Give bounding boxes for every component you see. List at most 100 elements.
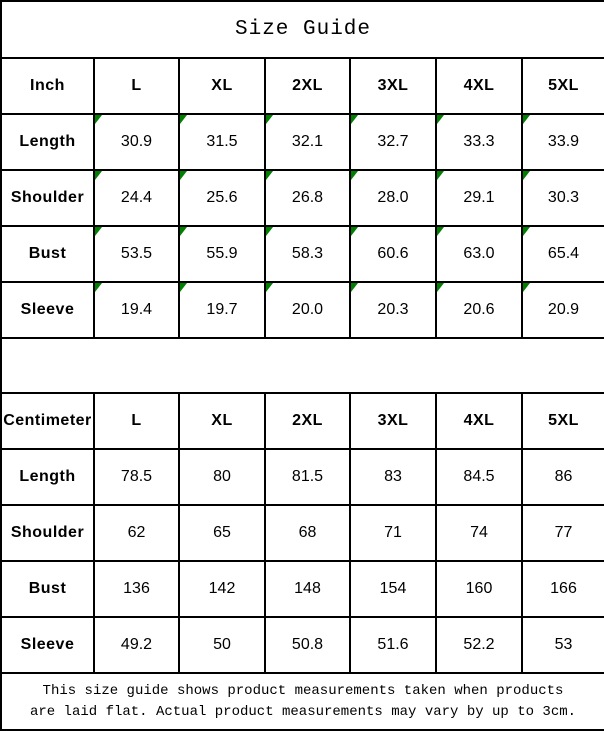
corner-marker-icon (524, 228, 530, 236)
corner-marker-icon (438, 116, 444, 124)
size-column-header: XL (178, 57, 266, 115)
table-row: Bust 53.5 55.9 58.3 60.6 63.0 65.4 (0, 225, 604, 283)
size-column-header: 3XL (349, 392, 437, 450)
corner-marker-icon (267, 284, 273, 292)
size-value-cell: 81.5 (264, 448, 351, 506)
size-value: 20.3 (377, 301, 409, 318)
size-column-header: 2XL (264, 57, 351, 115)
size-value: 28.0 (377, 189, 409, 206)
size-value: 58.3 (291, 245, 324, 262)
corner-marker-icon (352, 284, 358, 292)
corner-marker-icon (438, 284, 444, 292)
size-value-cell: 71 (349, 504, 437, 562)
size-value-cell: 20.9 (521, 281, 604, 339)
size-value: 160 (465, 580, 493, 597)
measurement-label: Length (0, 448, 95, 506)
corner-marker-icon (438, 228, 444, 236)
size-value-cell: 53 (521, 616, 604, 674)
table-row: Sleeve 49.2 50 50.8 51.6 52.2 53 (0, 616, 604, 674)
size-value-cell: 24.4 (93, 169, 180, 227)
spacer-section (0, 337, 604, 394)
size-value-cell: 74 (435, 504, 523, 562)
size-value: 52.2 (463, 636, 495, 653)
corner-marker-icon (352, 172, 358, 180)
measurement-label: Bust (0, 225, 95, 283)
size-value: 25.6 (206, 189, 238, 206)
centimeter-table-body: Centimeter L XL 2XL 3XL 4XL 5XL Length 78.5 80 81.… (0, 392, 604, 674)
size-value-cell: 86 (521, 448, 604, 506)
corner-marker-icon (96, 284, 102, 292)
size-value-cell: 60.6 (349, 225, 437, 283)
size-value-cell: 32.1 (264, 113, 351, 171)
size-value-cell: 83 (349, 448, 437, 506)
size-value: 63.0 (463, 245, 495, 262)
size-value: 84.5 (463, 468, 495, 485)
size-value: 50.8 (291, 636, 324, 653)
size-value: 166 (550, 580, 577, 597)
measurement-label: Shoulder (0, 504, 95, 562)
size-value: 20.0 (291, 301, 324, 318)
size-value-cell: 77 (521, 504, 604, 562)
size-value-cell: 20.0 (264, 281, 351, 339)
size-value-cell: 136 (93, 560, 180, 618)
size-value-cell: 58.3 (264, 225, 351, 283)
size-column-header: 3XL (349, 57, 437, 115)
footer-note-line-2: are laid flat. Actual product measuremen… (29, 703, 577, 720)
corner-marker-icon (267, 116, 273, 124)
corner-marker-icon (181, 116, 187, 124)
size-value-cell: 142 (178, 560, 266, 618)
measurement-label: Bust (0, 560, 95, 618)
size-value: 81.5 (291, 468, 324, 485)
size-value-cell: 65.4 (521, 225, 604, 283)
inch-table-body: Inch L XL 2XL 3XL 4XL 5XL Length 30.9 31.5 32.1 32.… (0, 57, 604, 339)
size-value-cell: 49.2 (93, 616, 180, 674)
size-value-cell: 53.5 (93, 225, 180, 283)
size-value: 78.5 (120, 468, 153, 485)
unit-header: Centimeter (0, 392, 95, 450)
header-row: Centimeter L XL 2XL 3XL 4XL 5XL (0, 392, 604, 450)
corner-marker-icon (181, 284, 187, 292)
size-value-cell: 20.6 (435, 281, 523, 339)
size-value: 33.3 (463, 133, 495, 150)
table-row: Bust 136 142 148 154 160 166 (0, 560, 604, 618)
size-value: 19.7 (206, 301, 238, 318)
spacer-row (0, 337, 604, 394)
page-title: Size Guide (0, 0, 604, 59)
size-column-header: 2XL (264, 392, 351, 450)
corner-marker-icon (352, 228, 358, 236)
table-row: Length 30.9 31.5 32.1 32.7 33.3 33.9 (0, 113, 604, 171)
size-value: 24.4 (120, 189, 153, 206)
size-value-cell: 148 (264, 560, 351, 618)
size-value: 71 (384, 524, 402, 541)
measurement-label: Shoulder (0, 169, 95, 227)
size-column-header: 5XL (521, 392, 604, 450)
size-column-header: L (93, 57, 180, 115)
size-value-cell: 28.0 (349, 169, 437, 227)
corner-marker-icon (181, 172, 187, 180)
corner-marker-icon (96, 172, 102, 180)
unit-header: Inch (0, 57, 95, 115)
size-value: 49.2 (120, 636, 153, 653)
spacer-cell (0, 337, 604, 394)
corner-marker-icon (181, 228, 187, 236)
size-value-cell: 19.4 (93, 281, 180, 339)
size-value: 62 (127, 524, 146, 541)
corner-marker-icon (352, 116, 358, 124)
size-value: 136 (123, 580, 150, 597)
size-value: 51.6 (377, 636, 409, 653)
size-value: 20.9 (547, 301, 580, 318)
footer-note-line-1: This size guide shows product measuremen… (42, 683, 564, 700)
size-value-cell: 68 (264, 504, 351, 562)
size-value: 19.4 (120, 301, 153, 318)
size-value: 86 (554, 468, 573, 485)
size-value: 20.6 (463, 301, 495, 318)
size-value: 32.1 (291, 133, 324, 150)
size-value: 33.9 (547, 133, 580, 150)
size-value: 65 (213, 524, 231, 541)
size-column-header: 4XL (435, 392, 523, 450)
size-column-header: 5XL (521, 57, 604, 115)
size-value: 154 (379, 580, 407, 597)
size-column-header: 4XL (435, 57, 523, 115)
